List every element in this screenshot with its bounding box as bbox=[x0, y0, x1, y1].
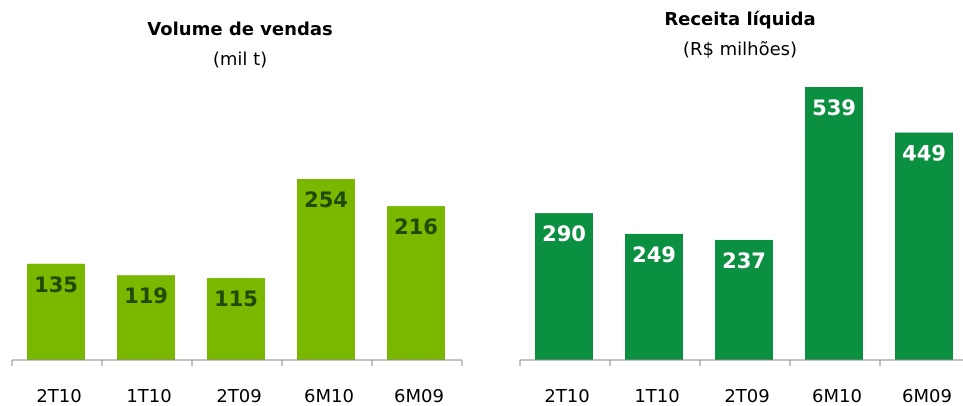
value-label: 135 bbox=[34, 273, 78, 297]
value-label: 119 bbox=[124, 284, 168, 308]
chart-title: Receita líquida bbox=[664, 9, 815, 30]
x-tick-label: 2T09 bbox=[216, 386, 261, 406]
value-label: 254 bbox=[304, 188, 348, 212]
x-tick-label: 6M09 bbox=[394, 386, 444, 406]
bar bbox=[805, 87, 863, 360]
bar bbox=[625, 233, 683, 360]
x-tick-label: 2T09 bbox=[724, 386, 769, 406]
chart-subtitle: (R$ milhões) bbox=[683, 39, 797, 60]
value-label: 290 bbox=[542, 222, 586, 246]
bar bbox=[895, 132, 953, 360]
x-tick-label: 2T10 bbox=[544, 386, 589, 406]
value-label: 249 bbox=[632, 243, 676, 267]
x-tick-label: 6M10 bbox=[812, 386, 862, 406]
x-tick-label: 1T10 bbox=[126, 386, 171, 406]
x-tick-label: 2T10 bbox=[36, 386, 81, 406]
x-tick-label: 6M10 bbox=[304, 386, 354, 406]
value-label: 115 bbox=[214, 287, 258, 311]
bar bbox=[207, 278, 265, 360]
x-tick-label: 6M09 bbox=[902, 386, 952, 406]
value-label: 449 bbox=[902, 142, 946, 166]
bar bbox=[715, 239, 773, 360]
value-label: 237 bbox=[722, 249, 766, 273]
value-label: 539 bbox=[812, 96, 856, 120]
chart-title: Volume de vendas bbox=[147, 19, 332, 40]
bar bbox=[387, 206, 445, 360]
bar bbox=[535, 213, 593, 360]
chart-subtitle: (mil t) bbox=[213, 49, 267, 70]
bar bbox=[27, 263, 85, 360]
value-label: 216 bbox=[394, 215, 438, 239]
bar bbox=[117, 275, 175, 360]
x-tick-label: 1T10 bbox=[634, 386, 679, 406]
bar bbox=[297, 179, 355, 360]
